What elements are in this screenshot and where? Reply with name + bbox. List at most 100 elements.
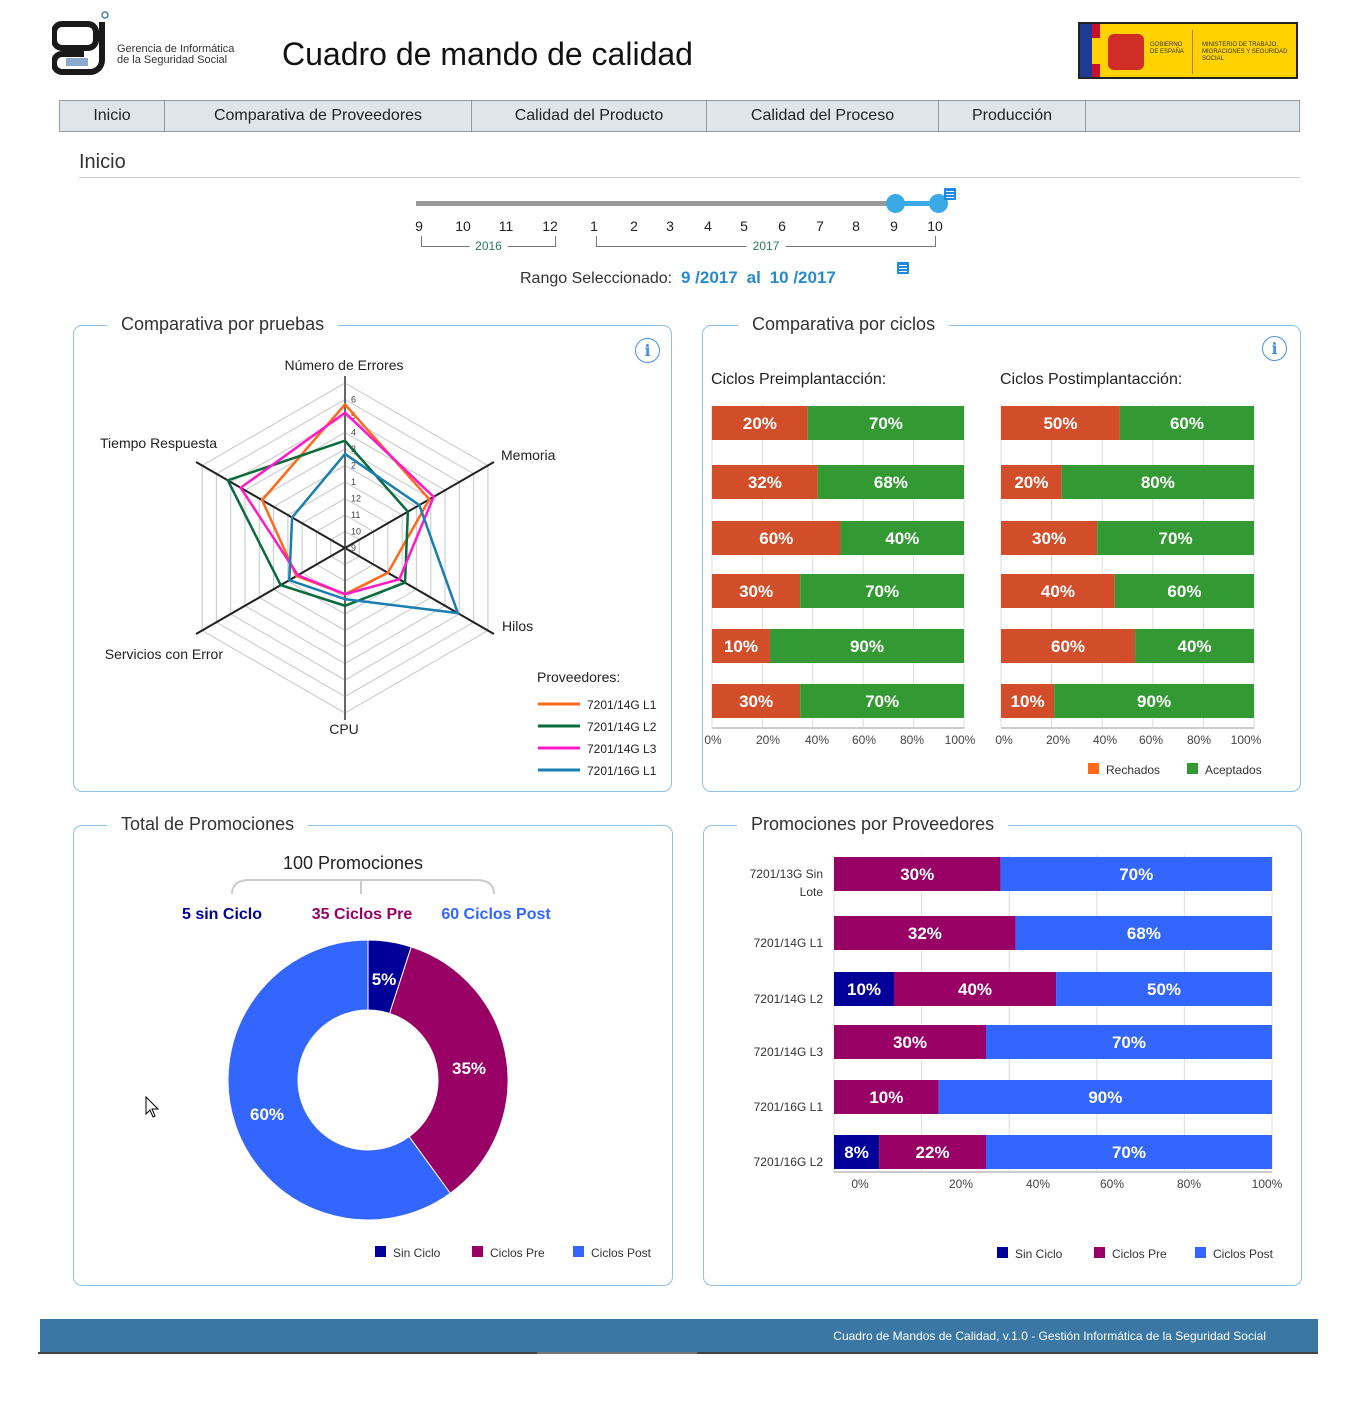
panel-title: Comparativa por pruebas bbox=[107, 314, 339, 335]
range-from: 9 /2017 bbox=[681, 268, 738, 287]
radar-axis-label: Servicios con Error bbox=[105, 646, 224, 662]
menu-icon[interactable] bbox=[944, 188, 956, 200]
bar-segment bbox=[1015, 916, 1272, 950]
app-title: Cuadro de mando de calidad bbox=[282, 36, 693, 72]
year-label: 2017 bbox=[746, 239, 786, 253]
donut-label: 5% bbox=[372, 970, 397, 989]
category-label: Lote bbox=[800, 885, 824, 899]
x-tick-label: 80% bbox=[1187, 733, 1211, 747]
bar-label: 30% bbox=[739, 692, 773, 711]
tab-inicio[interactable]: Inicio bbox=[60, 101, 165, 131]
sin-ciclo-count: 5 sin Ciclo bbox=[182, 906, 262, 923]
slider-handle-to[interactable] bbox=[929, 194, 948, 213]
radar-tick-label: 11 bbox=[351, 510, 360, 520]
slider-tick-label: 3 bbox=[666, 218, 674, 234]
slider-tick-label: 10 bbox=[455, 218, 471, 234]
legend-label: Sin Ciclo bbox=[1015, 1247, 1063, 1261]
donut-label: 60% bbox=[250, 1105, 284, 1124]
x-tick-label: 20% bbox=[756, 733, 780, 747]
panel-title: Comparativa por ciclos bbox=[738, 314, 950, 335]
radar-tick-label: 5 bbox=[351, 411, 356, 421]
donut-slice-ciclos-post bbox=[227, 939, 451, 1221]
page-title: Inicio bbox=[79, 151, 126, 173]
gov-logo-left-text: GOBIERNO DE ESPAÑA bbox=[1150, 42, 1184, 55]
radar-axis-label: Memoria bbox=[501, 447, 556, 463]
bar-label: 70% bbox=[865, 582, 899, 601]
panel-total-promociones: Total de Promociones bbox=[73, 814, 673, 1286]
tab-comparativa-proveedores[interactable]: Comparativa de Proveedores bbox=[165, 101, 472, 131]
radar-series-2 bbox=[226, 439, 410, 608]
slider-tick-label: 4 bbox=[704, 218, 712, 234]
bar-segment bbox=[712, 406, 808, 440]
bar-segment bbox=[834, 972, 895, 1006]
tab-produccion[interactable]: Producción bbox=[939, 101, 1086, 131]
x-tick-label: 40% bbox=[1026, 1177, 1050, 1191]
bar-segment bbox=[1001, 406, 1120, 440]
brace bbox=[231, 879, 495, 895]
tab-calidad-proceso[interactable]: Calidad del Proceso bbox=[707, 101, 939, 131]
bar-label: 40% bbox=[958, 980, 992, 999]
bar-label: 90% bbox=[1137, 692, 1171, 711]
mouse-cursor-icon bbox=[145, 1095, 160, 1118]
bar-segment bbox=[879, 1135, 986, 1169]
divider bbox=[79, 177, 1300, 178]
x-tick-label: 20% bbox=[949, 1177, 973, 1191]
x-tick-label: 40% bbox=[1093, 733, 1117, 747]
bar-label: 60% bbox=[1051, 637, 1085, 656]
bar-label: 80% bbox=[1141, 473, 1175, 492]
bar-segment bbox=[1056, 972, 1272, 1006]
slider-tick-label: 8 bbox=[852, 218, 860, 234]
bar-segment bbox=[817, 465, 964, 499]
x-tick-label: 60% bbox=[1139, 733, 1163, 747]
menu-icon[interactable] bbox=[897, 262, 909, 274]
bar-label: 40% bbox=[1178, 637, 1212, 656]
bar-label: 70% bbox=[1112, 1143, 1146, 1162]
bar-segment bbox=[1001, 684, 1055, 718]
category-label: 7201/16G L2 bbox=[754, 1155, 824, 1169]
bar-segment bbox=[840, 521, 964, 555]
legend-label: 7201/14G L2 bbox=[587, 720, 657, 734]
legend-swatch bbox=[1088, 763, 1099, 774]
panel-comparativa-ciclos: Comparativa por ciclos i Ciclos Preimpla… bbox=[702, 314, 1301, 792]
info-icon[interactable]: i bbox=[635, 338, 660, 363]
bar-segment bbox=[834, 1135, 880, 1169]
bar-segment bbox=[1054, 684, 1254, 718]
legend-swatch bbox=[573, 1246, 584, 1257]
bar-segment bbox=[1001, 465, 1062, 499]
bar-label: 30% bbox=[1032, 529, 1066, 548]
pre-title: Ciclos Preimplantacción: bbox=[711, 371, 887, 388]
slider-tick-label: 9 bbox=[890, 218, 898, 234]
slider-handle-from[interactable] bbox=[886, 194, 905, 213]
bar-label: 68% bbox=[874, 473, 908, 492]
bar-segment bbox=[938, 1080, 1272, 1114]
bar-label: 10% bbox=[869, 1088, 903, 1107]
radar-tick-label: 10 bbox=[351, 527, 361, 537]
bar-segment bbox=[1114, 574, 1254, 608]
slider-tick-label: 9 bbox=[415, 218, 423, 234]
ciclos-pre-count: 35 Ciclos Pre bbox=[312, 906, 413, 923]
bar-segment bbox=[807, 406, 964, 440]
radar-axis bbox=[344, 547, 495, 635]
legend-swatch bbox=[375, 1246, 386, 1257]
bar-segment bbox=[1061, 465, 1254, 499]
bar-label: 50% bbox=[1043, 414, 1077, 433]
x-tick-label: 0% bbox=[995, 733, 1013, 747]
category-label: 7201/14G L2 bbox=[754, 992, 824, 1006]
category-label: 7201/16G L1 bbox=[754, 1100, 824, 1114]
x-tick-label: 60% bbox=[852, 733, 876, 747]
gobierno-logo: GOBIERNO DE ESPAÑA MINISTERIO DE TRABAJO… bbox=[1078, 22, 1298, 79]
year-label: 2016 bbox=[469, 239, 508, 253]
bar-label: 70% bbox=[865, 692, 899, 711]
slider-track[interactable] bbox=[416, 201, 938, 206]
tab-calidad-producto[interactable]: Calidad del Producto bbox=[472, 101, 707, 131]
info-icon[interactable]: i bbox=[1262, 336, 1287, 361]
bar-segment bbox=[1001, 521, 1098, 555]
main-nav: Inicio Comparativa de Proveedores Calida… bbox=[59, 100, 1300, 132]
category-label: 7201/13G Sin bbox=[750, 867, 823, 881]
bar-label: 70% bbox=[1159, 529, 1193, 548]
bar-segment bbox=[985, 1025, 1272, 1059]
selected-range: Rango Seleccionado: 9 /2017 al 10 /2017 bbox=[520, 268, 836, 288]
bar-label: 30% bbox=[900, 865, 934, 884]
category-label: 7201/14G L1 bbox=[754, 936, 824, 950]
bar-label: 22% bbox=[916, 1143, 950, 1162]
